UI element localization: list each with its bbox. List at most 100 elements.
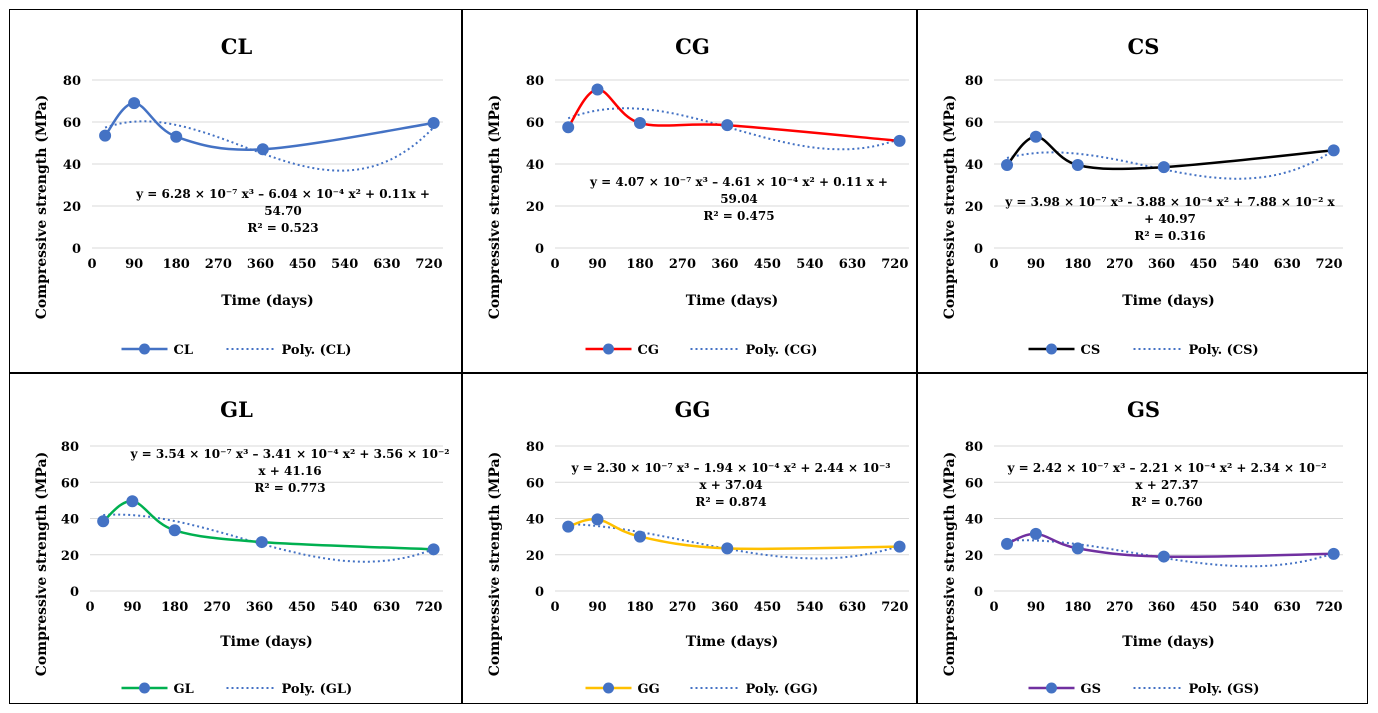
data-point — [1001, 159, 1014, 172]
x-tick-label: 360 — [1148, 600, 1175, 615]
y-tick-label: 0 — [535, 585, 544, 600]
chart-svg: CL 0 20 40 60 80 0 90 180 270 360 450 540 630 720 Time … — [34, 34, 443, 358]
y-tick-label: 0 — [72, 242, 81, 257]
data-point — [562, 121, 575, 134]
y-tick-label: 0 — [535, 242, 544, 257]
trendline-equation: y = 3.54 × 10⁻⁷ x³ – 3.41 × 10⁻⁴ x² + 3.… — [129, 447, 449, 461]
trendline-equation: y = 4.07 × 10⁻⁷ x³ – 4.61 × 10⁻⁴ x² + 0.… — [589, 175, 888, 189]
trendline-poly — [104, 120, 435, 172]
data-point — [99, 129, 112, 142]
x-tick-label: 450 — [289, 257, 316, 272]
x-tick-label: 180 — [626, 600, 653, 615]
x-tick-label: 720 — [881, 257, 908, 272]
x-tick-label: 270 — [669, 600, 696, 615]
data-point — [1029, 527, 1042, 540]
series-line — [1006, 532, 1334, 559]
x-tick-label: 0 — [550, 257, 559, 272]
data-point — [126, 495, 139, 508]
trendline-equation: y = 2.42 × 10⁻⁷ x³ – 2.21 × 10⁻⁴ x² + 2.… — [1006, 461, 1326, 475]
chart-title: GS — [1127, 397, 1160, 422]
y-tick-label: 60 — [965, 116, 983, 131]
legend-series-label: GS — [1081, 682, 1102, 697]
data-point — [1001, 537, 1014, 550]
y-tick-label: 20 — [526, 200, 544, 215]
x-tick-label: 360 — [1148, 257, 1175, 272]
y-tick-label: 20 — [965, 549, 983, 564]
y-axis-title: Compressive strength (MPa) — [942, 452, 958, 676]
x-tick-label: 630 — [1274, 600, 1301, 615]
x-tick-label: 180 — [1064, 600, 1091, 615]
data-point — [128, 97, 141, 110]
trendline-equation: R² = 0.760 — [1131, 495, 1202, 509]
trendline-poly — [568, 523, 900, 560]
y-axis-title: Compressive strength (MPa) — [487, 95, 503, 319]
x-tick-label: 180 — [626, 257, 653, 272]
y-tick-label: 80 — [526, 74, 544, 89]
x-tick-label: 90 — [588, 600, 606, 615]
legend-trendline-label: Poly. (CS) — [1189, 343, 1259, 358]
series-line — [104, 101, 434, 151]
x-tick-label: 630 — [373, 600, 400, 615]
trendline-equation: 59.04 — [720, 192, 758, 206]
data-point — [1071, 542, 1084, 555]
trendline-equation: y = 6.28 × 10⁻⁷ x³ – 6.04 × 10⁻⁴ x² + 0.… — [135, 187, 430, 201]
data-point — [168, 524, 181, 537]
x-tick-label: 360 — [247, 257, 274, 272]
y-tick-label: 20 — [63, 200, 81, 215]
x-tick-label: 630 — [839, 600, 866, 615]
x-tick-label: 0 — [989, 600, 998, 615]
trendline-poly — [567, 107, 900, 151]
x-tick-label: 540 — [1232, 257, 1259, 272]
data-point — [170, 130, 183, 143]
legend-series-label: GL — [174, 682, 194, 697]
x-tick-label: 540 — [796, 600, 823, 615]
chart-svg: CS 0 20 40 60 80 0 90 180 270 360 450 540 630 720 Time … — [942, 34, 1343, 358]
x-tick-label: 720 — [1315, 600, 1342, 615]
data-point — [427, 543, 440, 556]
data-point — [633, 117, 646, 130]
x-tick-label: 450 — [754, 600, 781, 615]
legend-series-label: GG — [638, 682, 660, 697]
series-line — [102, 500, 434, 551]
chart-title: CG — [675, 34, 710, 59]
data-point — [721, 119, 734, 132]
y-tick-label: 20 — [61, 549, 79, 564]
x-tick-label: 90 — [588, 257, 606, 272]
trendline-equation: x + 37.04 — [699, 478, 762, 492]
chart-svg: GS 0 20 40 60 80 0 90 180 270 360 450 540 630 720 Time … — [942, 397, 1343, 697]
y-tick-label: 60 — [63, 116, 81, 131]
x-tick-label: 360 — [711, 600, 738, 615]
y-tick-label: 80 — [965, 440, 983, 455]
series-line — [567, 517, 900, 551]
y-tick-label: 40 — [63, 158, 81, 173]
x-axis-title: Time (days) — [686, 634, 778, 650]
legend-series-label: CL — [174, 343, 194, 358]
x-tick-label: 630 — [1274, 257, 1301, 272]
data-point — [893, 540, 906, 553]
trendline-poly — [103, 513, 434, 563]
y-tick-label: 60 — [61, 476, 79, 491]
x-tick-label: 540 — [1232, 600, 1259, 615]
x-tick-label: 90 — [125, 257, 143, 272]
y-axis-title: Compressive strength (MPa) — [34, 452, 50, 676]
trendline-equation: 54.70 — [264, 204, 302, 218]
legend-marker — [603, 682, 614, 694]
x-tick-label: 0 — [989, 257, 998, 272]
chart-title: GL — [220, 397, 253, 422]
chart-title: CL — [221, 34, 253, 59]
x-tick-label: 90 — [123, 600, 141, 615]
data-point — [633, 530, 646, 543]
x-tick-label: 90 — [1027, 257, 1045, 272]
x-tick-label: 270 — [669, 257, 696, 272]
y-tick-label: 80 — [63, 74, 81, 89]
y-tick-label: 0 — [974, 585, 983, 600]
x-axis-title: Time (days) — [220, 634, 312, 650]
x-tick-label: 270 — [1106, 257, 1133, 272]
x-tick-label: 180 — [161, 600, 188, 615]
chart-title: GG — [675, 397, 711, 422]
chart-panel-gl: GL 0 20 40 60 80 0 90 180 270 360 450 540 630 720 Time … — [9, 373, 462, 704]
y-tick-label: 80 — [61, 440, 79, 455]
chart-svg: CG 0 20 40 60 80 0 90 180 270 360 450 540 630 720 Time … — [487, 34, 909, 358]
legend-marker — [139, 682, 150, 694]
